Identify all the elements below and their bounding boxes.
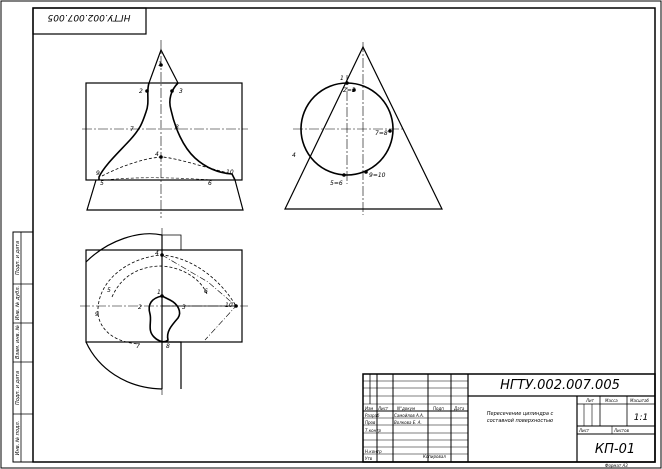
front-point-3: 3	[179, 88, 183, 95]
side-point-4: 4	[292, 152, 296, 159]
front-point-2: 2	[139, 88, 143, 95]
top-point-10: 10	[225, 302, 233, 309]
role-tkontr: Т.контр	[365, 428, 382, 433]
designation: НГТУ.002.007.005	[500, 378, 620, 393]
col-scale: Масштаб	[630, 398, 650, 403]
top-view-labels: 4 5 6 9 1 2 3 10 7 8	[95, 250, 233, 350]
top-point-1: 1	[157, 289, 161, 296]
top-point-2: 2	[138, 304, 142, 311]
top-stamp-text: НГТУ.002.007.005	[47, 12, 130, 22]
header-izm: Изм	[365, 406, 373, 411]
top-view	[80, 228, 248, 395]
header-ndokum: N°докум	[397, 406, 415, 411]
front-point-4: 4	[155, 151, 159, 158]
side-point-5-6: 5=6	[330, 180, 343, 187]
front-point-1: 1	[158, 61, 162, 68]
header-data: Дата	[453, 406, 465, 411]
col-mass: Масса	[605, 398, 618, 403]
role-prov: Пров	[365, 420, 376, 425]
front-point-7: 7	[130, 126, 134, 133]
side-point-9-10: 9=10	[369, 172, 386, 179]
front-point-8: 8	[175, 124, 179, 131]
front-view-labels: 1 2 3 7 8 4 9 5 6 10	[96, 61, 234, 187]
strip-label-3: Взам. инв. №	[15, 325, 21, 359]
group-code: КП-01	[595, 442, 635, 457]
front-view	[82, 40, 248, 218]
front-point-5: 5	[100, 180, 104, 187]
name-checker: Волкова Е. А.	[394, 420, 422, 425]
top-point-3: 3	[182, 304, 186, 311]
strip-label-1: Подп. и дата	[15, 241, 21, 275]
top-stamp: НГТУ.002.007.005	[32, 7, 147, 35]
format-label: Формат А3	[605, 463, 628, 468]
top-point-6: 6	[204, 288, 208, 295]
title-block	[362, 373, 656, 463]
side-strip: Подп. и дата Инв. № дубл. Взам. инв. № П…	[12, 231, 34, 463]
header-list: Лист	[377, 406, 389, 411]
copied-label: Копировал	[423, 454, 446, 459]
drawing-frame	[32, 7, 656, 463]
top-point-7: 7	[136, 343, 140, 350]
side-point-7-8: 7=8	[375, 130, 388, 137]
top-point-9: 9	[95, 311, 99, 318]
side-point-1: 1	[340, 75, 344, 82]
top-point-4: 4	[155, 250, 159, 257]
sheet-label: Лист	[578, 428, 590, 433]
top-point-8: 8	[166, 343, 170, 350]
strip-label-4: Подп. и дата	[15, 371, 21, 405]
sheets-label: Листов	[613, 428, 630, 433]
col-lit: Лит	[585, 398, 595, 403]
scale-value: 1:1	[634, 413, 648, 423]
side-view-labels: 1 2=3 7=8 4 5=6 9=10	[292, 75, 388, 187]
strip-label-2: Инв. № дубл.	[15, 286, 21, 320]
title-line-2: составной поверхностью	[487, 418, 553, 424]
role-razrab: Разраб	[365, 413, 380, 418]
name-developer: Самойлов А.А.	[394, 413, 424, 418]
title-line-1: Пересечение цилиндра с	[487, 411, 554, 417]
front-point-9: 9	[96, 170, 100, 177]
side-view	[284, 42, 443, 215]
role-nkontr: Н.контр	[365, 449, 382, 454]
side-point-2-3: 2=3	[343, 87, 356, 94]
header-podp: Подп	[433, 406, 444, 411]
role-utv: Утв	[365, 456, 373, 461]
strip-label-5: Инв. № подл.	[15, 421, 21, 456]
front-point-10: 10	[226, 169, 234, 176]
front-point-6: 6	[208, 180, 212, 187]
top-point-5: 5	[107, 287, 111, 294]
